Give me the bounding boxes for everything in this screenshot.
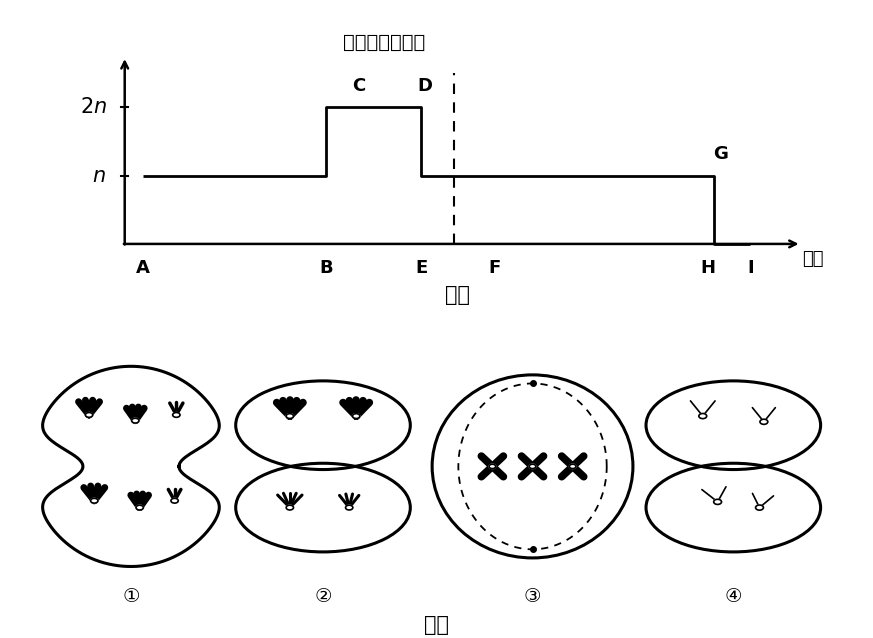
Circle shape <box>136 505 143 510</box>
Circle shape <box>569 464 576 468</box>
Text: I: I <box>747 259 753 277</box>
Text: ①: ① <box>122 588 140 606</box>
Text: A: A <box>136 259 150 277</box>
Text: F: F <box>488 259 500 277</box>
Circle shape <box>286 505 293 510</box>
Text: 时期: 时期 <box>801 250 823 268</box>
Circle shape <box>699 413 707 419</box>
Circle shape <box>173 413 180 417</box>
Text: ②: ② <box>314 588 332 606</box>
Circle shape <box>86 413 93 417</box>
Circle shape <box>132 419 139 423</box>
Circle shape <box>760 419 768 424</box>
Circle shape <box>286 413 293 419</box>
Circle shape <box>346 505 353 510</box>
Circle shape <box>489 464 496 468</box>
Text: $2n$: $2n$ <box>79 98 107 117</box>
Text: G: G <box>713 145 728 163</box>
Circle shape <box>756 505 764 510</box>
Text: 图乙: 图乙 <box>424 616 449 635</box>
Text: H: H <box>700 259 715 277</box>
Text: C: C <box>352 77 366 95</box>
Circle shape <box>353 413 360 419</box>
Text: E: E <box>415 259 427 277</box>
Circle shape <box>171 498 178 503</box>
Text: 同源染色体对数: 同源染色体对数 <box>343 33 425 52</box>
Text: B: B <box>320 259 333 277</box>
Text: 图甲: 图甲 <box>445 285 471 305</box>
Text: ③: ③ <box>524 588 541 606</box>
Circle shape <box>714 500 722 505</box>
Circle shape <box>529 464 536 468</box>
Circle shape <box>91 498 98 503</box>
Text: $n$: $n$ <box>93 166 106 186</box>
Text: ④: ④ <box>725 588 742 606</box>
Text: D: D <box>417 77 432 95</box>
